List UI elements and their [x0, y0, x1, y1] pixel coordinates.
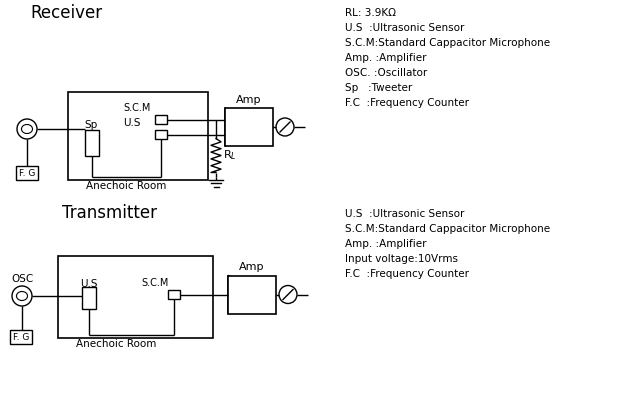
Text: F.C  :Frequency Counter: F.C :Frequency Counter	[345, 98, 469, 108]
Text: Amp. :Amplifier: Amp. :Amplifier	[345, 53, 427, 63]
Bar	[10, 330, 32, 344]
Text: Anechoic Room: Anechoic Room	[76, 339, 156, 349]
Text: S.C.M:Standard Cappacitor Microphone: S.C.M:Standard Cappacitor Microphone	[345, 224, 550, 234]
Text: Amp. :Amplifier: Amp. :Amplifier	[345, 239, 427, 249]
Text: Sp   :Tweeter: Sp :Tweeter	[345, 83, 412, 93]
Bar	[68, 92, 208, 180]
Text: S.C.M:Standard Cappacitor Microphone: S.C.M:Standard Cappacitor Microphone	[345, 38, 550, 48]
Bar	[225, 108, 273, 146]
Text: F.C  :Frequency Counter: F.C :Frequency Counter	[345, 269, 469, 279]
Text: Transmitter: Transmitter	[63, 204, 157, 222]
Text: Receiver: Receiver	[30, 4, 102, 22]
Text: Input voltage:10Vrms: Input voltage:10Vrms	[345, 254, 458, 264]
Bar	[168, 290, 180, 299]
Text: R$_L$: R$_L$	[223, 149, 237, 162]
Bar	[155, 130, 167, 139]
Bar	[228, 276, 276, 314]
Text: OSC. :Oscillator: OSC. :Oscillator	[345, 68, 427, 78]
Bar	[58, 256, 213, 338]
Bar	[85, 130, 99, 156]
Text: S.C.M: S.C.M	[123, 103, 150, 113]
Text: Amp: Amp	[236, 95, 262, 105]
Bar	[16, 166, 38, 180]
Text: OSC: OSC	[11, 274, 33, 284]
Text: Sp: Sp	[84, 120, 97, 130]
Text: U.S  :Ultrasonic Sensor: U.S :Ultrasonic Sensor	[345, 23, 465, 33]
Text: RL: 3.9KΩ: RL: 3.9KΩ	[345, 8, 396, 18]
Text: U.S: U.S	[123, 118, 140, 128]
Text: S.C.M: S.C.M	[141, 278, 168, 288]
Text: Anechoic Room: Anechoic Room	[86, 181, 166, 191]
Bar	[82, 287, 96, 309]
Text: U.S  :Ultrasonic Sensor: U.S :Ultrasonic Sensor	[345, 209, 465, 219]
Text: F. G: F. G	[19, 168, 35, 177]
Text: F. G: F. G	[13, 332, 29, 341]
Text: Amp: Amp	[240, 263, 265, 273]
Bar	[155, 115, 167, 124]
Text: U.S: U.S	[80, 279, 97, 289]
